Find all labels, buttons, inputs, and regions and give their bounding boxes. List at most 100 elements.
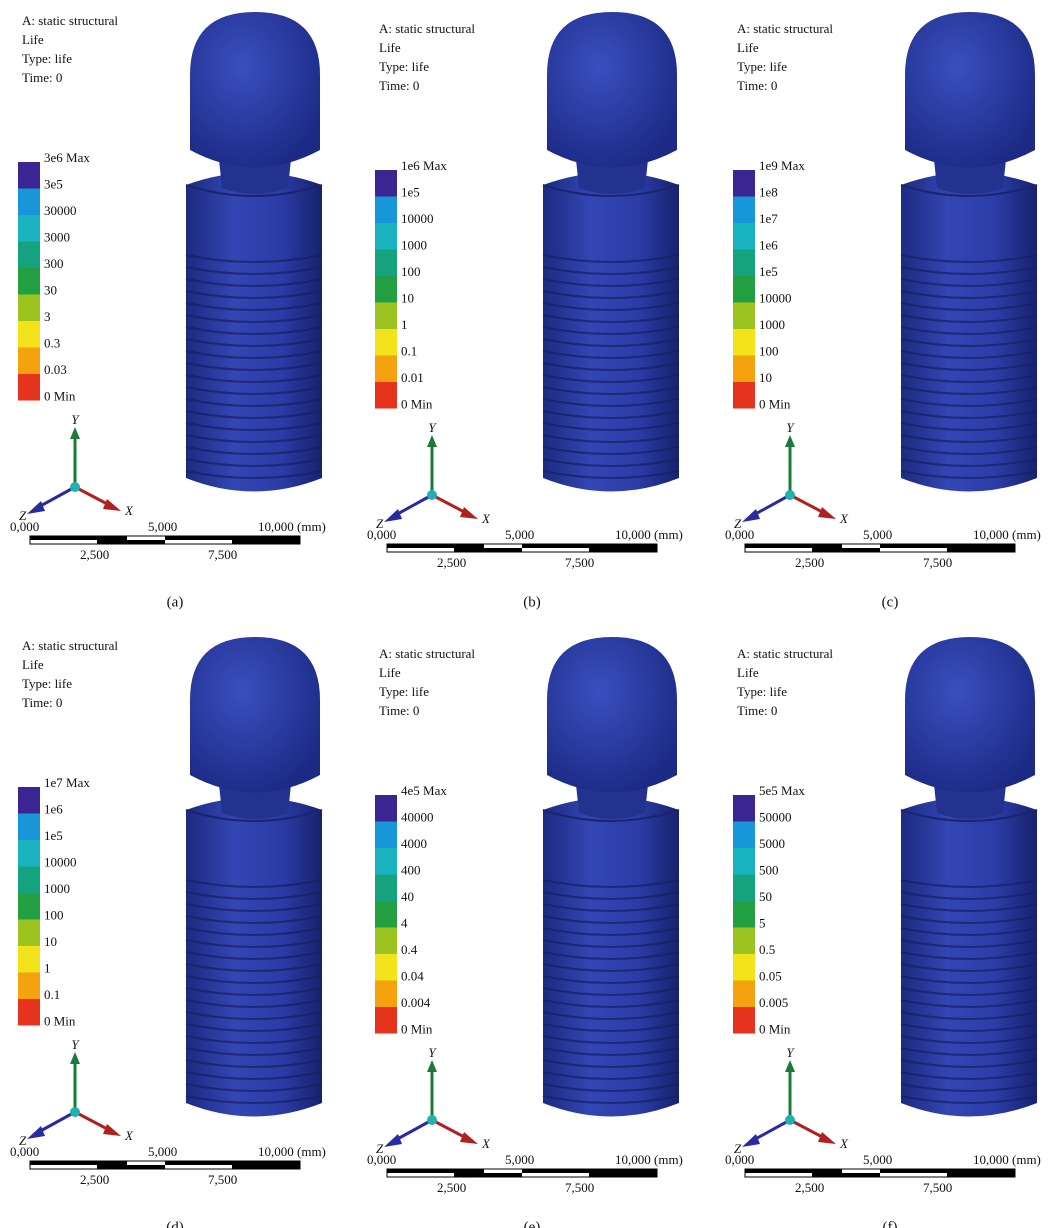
legend-swatch <box>375 170 397 197</box>
arrow-x <box>103 1124 121 1136</box>
header-line: Type: life <box>379 59 429 74</box>
bolt-body <box>543 173 679 492</box>
header-line: Life <box>379 665 401 680</box>
legend-label: 50000 <box>759 809 792 824</box>
legend-label: 3000 <box>44 229 70 244</box>
header-line: Life <box>737 665 759 680</box>
legend-swatch <box>733 250 755 277</box>
legend-label: 4 <box>401 915 408 930</box>
legend-swatch <box>18 162 40 189</box>
legend-label: 0 Min <box>759 1021 791 1036</box>
legend-swatch <box>375 329 397 356</box>
arrow-x <box>460 1132 478 1144</box>
legend-label: 30 <box>44 282 57 297</box>
legend-swatch <box>18 348 40 375</box>
axis-label: X <box>124 503 134 518</box>
header-line: Time: 0 <box>22 70 62 85</box>
scale-seg <box>97 1165 165 1169</box>
legend-label: 40000 <box>401 809 434 824</box>
legend-swatch <box>18 374 40 401</box>
legend-swatch <box>733 954 755 981</box>
scale-label: 5,000 <box>148 519 177 534</box>
legend-label: 0 Min <box>401 1021 433 1036</box>
scale-label: 2,500 <box>437 1180 466 1195</box>
legend-label: 3 <box>44 309 51 324</box>
header-line: Time: 0 <box>22 695 62 710</box>
bolt-head <box>190 12 320 168</box>
legend-label: 400 <box>401 862 421 877</box>
bolt <box>901 637 1037 1117</box>
scale-label: 0,000 <box>725 527 754 542</box>
triad-origin <box>785 1115 795 1125</box>
legend-swatch <box>375 901 397 928</box>
legend-label: 0.03 <box>44 362 67 377</box>
scale-seg <box>387 544 484 548</box>
scale-label: 2,500 <box>80 547 109 562</box>
scale-seg <box>947 1173 1015 1177</box>
scale-seg <box>947 548 1015 552</box>
legend-label: 1e7 Max <box>44 775 90 790</box>
bolt-head <box>547 637 677 793</box>
caption: (c) <box>882 594 899 610</box>
bolt-body <box>901 173 1037 492</box>
legend-label: 5000 <box>759 836 785 851</box>
legend-swatch <box>375 303 397 330</box>
legend-swatch <box>18 814 40 841</box>
legend-swatch <box>375 1007 397 1034</box>
scale-label: 7,500 <box>565 555 594 570</box>
header-line: Life <box>737 40 759 55</box>
legend-swatch <box>733 382 755 409</box>
arrow-x <box>818 507 836 519</box>
legend-label: 500 <box>759 862 779 877</box>
legend-swatch <box>18 215 40 242</box>
arrow-z <box>27 501 45 514</box>
legend-swatch <box>733 848 755 875</box>
legend-label: 0.3 <box>44 335 60 350</box>
legend-label: 100 <box>44 907 64 922</box>
bolt-body <box>186 173 322 492</box>
scale-seg <box>745 1169 842 1173</box>
bolt <box>543 12 679 492</box>
legend-swatch <box>375 197 397 224</box>
axis-label: X <box>839 1136 849 1151</box>
caption: (d) <box>166 1219 184 1228</box>
legend-swatch <box>375 954 397 981</box>
axis-label: X <box>124 1128 134 1143</box>
legend-label: 10 <box>401 290 414 305</box>
axis-label: Y <box>786 420 795 435</box>
scale-label: 0,000 <box>367 1152 396 1167</box>
legend-label: 1e8 <box>759 184 778 199</box>
header-line: A: static structural <box>22 638 118 653</box>
scale-seg <box>454 548 522 552</box>
legend-swatch <box>375 981 397 1008</box>
arrow-x <box>460 507 478 519</box>
arrow-y <box>785 1060 795 1072</box>
legend-swatch <box>18 189 40 216</box>
scale-label: 10,000 (mm) <box>258 519 326 534</box>
header-line: Type: life <box>22 676 72 691</box>
scale-seg <box>522 544 657 548</box>
scale-label: 5,000 <box>505 527 534 542</box>
bolt <box>186 637 322 1117</box>
scale-seg <box>232 1165 300 1169</box>
legend-swatch <box>733 329 755 356</box>
legend-label: 0.4 <box>401 942 418 957</box>
triad-origin <box>427 1115 437 1125</box>
legend-label: 10 <box>759 370 772 385</box>
legend-swatch <box>18 999 40 1026</box>
legend-swatch <box>18 840 40 867</box>
legend-label: 1000 <box>44 881 70 896</box>
triad-origin <box>785 490 795 500</box>
legend-swatch <box>733 170 755 197</box>
bolt-body <box>543 798 679 1117</box>
legend-label: 1e7 <box>759 211 778 226</box>
scale-seg <box>165 1161 300 1165</box>
legend-label: 0 Min <box>44 388 76 403</box>
legend-label: 4000 <box>401 836 427 851</box>
axis-label: Y <box>786 1045 795 1060</box>
legend-swatch <box>18 787 40 814</box>
scale-label: 5,000 <box>863 527 892 542</box>
legend-swatch <box>733 822 755 849</box>
caption: (f) <box>883 1219 898 1228</box>
